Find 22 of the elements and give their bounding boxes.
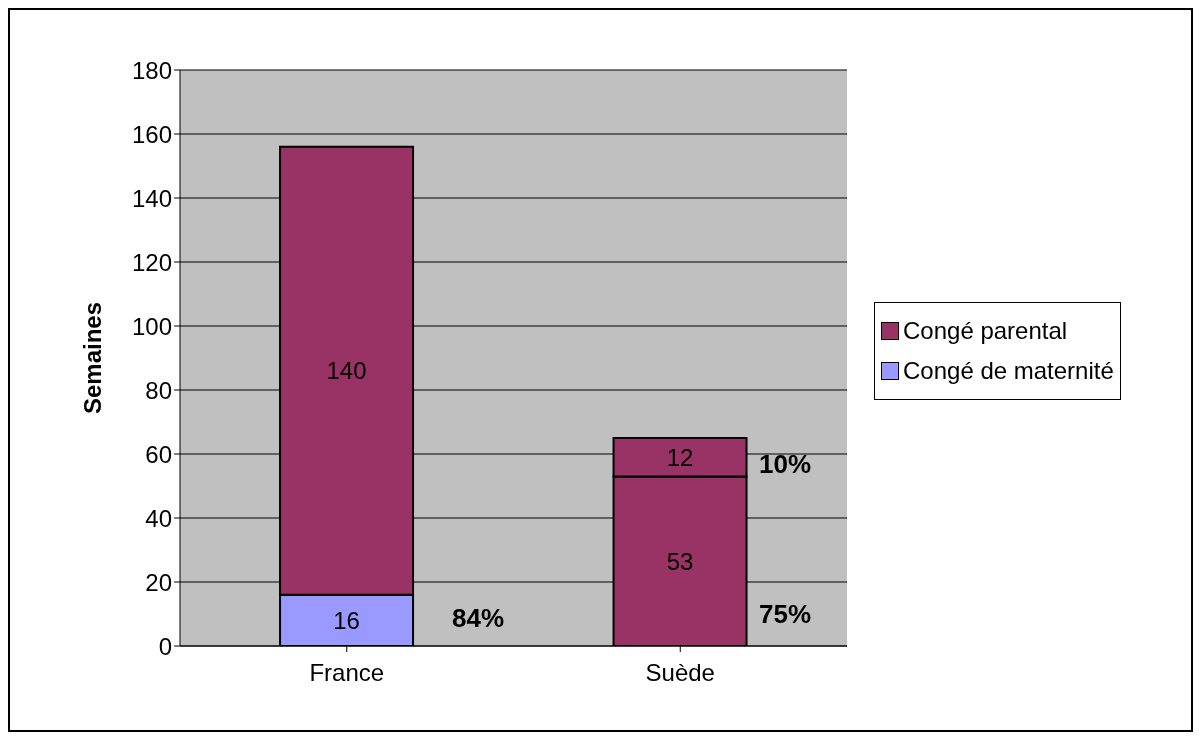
y-tick-label: 80 [145, 376, 172, 404]
y-tick-label: 180 [131, 56, 172, 84]
legend-label: Congé de maternité [903, 356, 1114, 386]
data-label: 53 [666, 547, 694, 575]
x-tick-label: Suède [645, 659, 715, 687]
y-tick-label: 140 [131, 184, 172, 212]
y-tick-label: 160 [131, 120, 172, 148]
data-label: 16 [333, 606, 360, 634]
annotation: 75% [759, 598, 812, 630]
x-tick-label: France [309, 659, 385, 687]
annotation: 84% [452, 602, 505, 634]
y-tick-label: 120 [131, 248, 172, 276]
annotation: 10% [759, 448, 812, 480]
legend-label: Congé parental [903, 316, 1068, 346]
y-tick-label: 0 [158, 632, 172, 660]
y-tick-label: 100 [131, 312, 172, 340]
data-label: 140 [326, 357, 367, 385]
y-axis-title: Semaines [78, 301, 106, 415]
y-tick-label: 20 [145, 568, 172, 596]
y-tick-label: 40 [145, 504, 172, 532]
data-label: 12 [666, 443, 694, 471]
y-tick-label: 60 [145, 440, 172, 468]
